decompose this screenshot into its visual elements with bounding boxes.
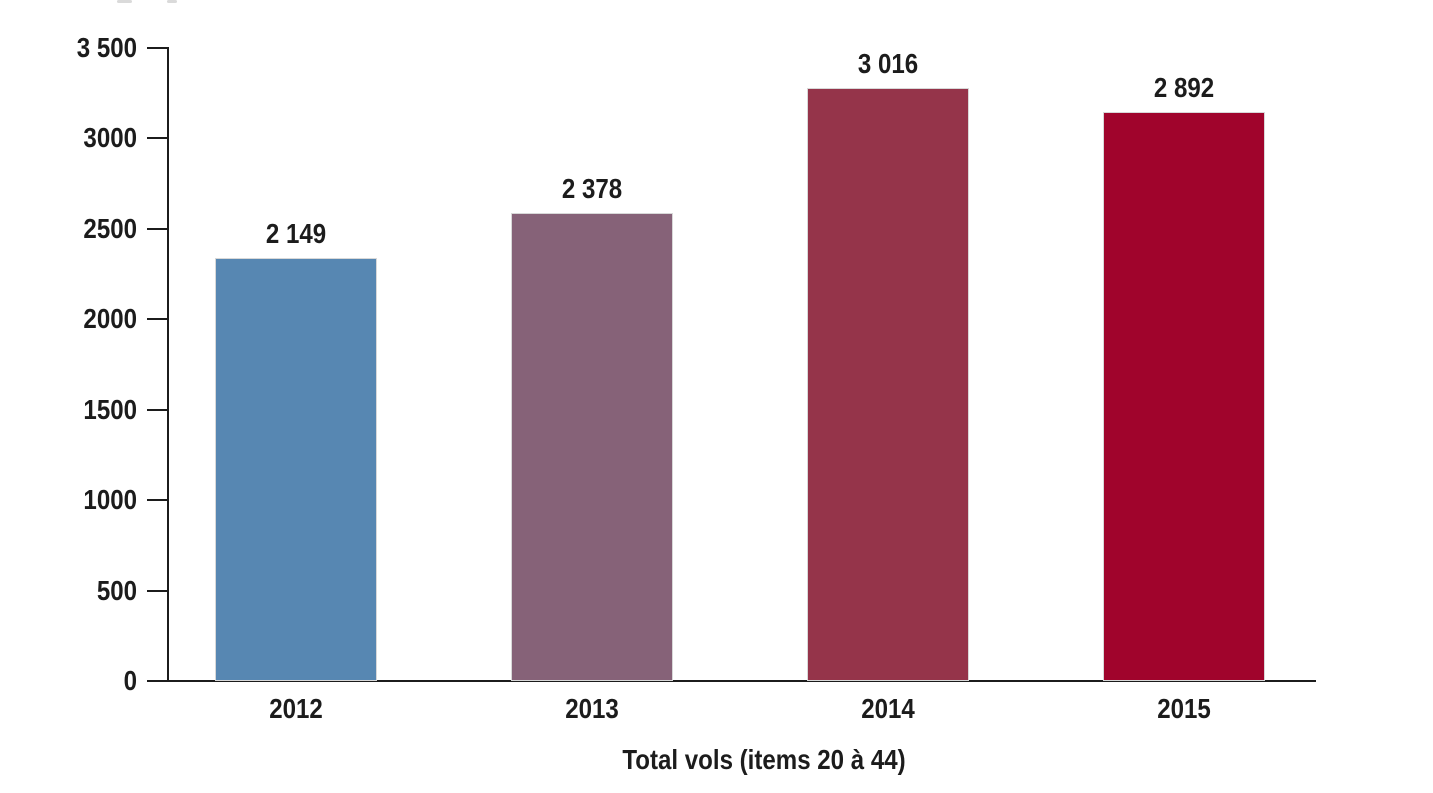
x-tick-label: 2012 — [269, 693, 323, 724]
x-axis-line — [147, 680, 1316, 682]
cropped-text-remnant — [167, 0, 177, 3]
y-tick-label: 0 — [123, 665, 137, 696]
y-tick-label: 2500 — [83, 212, 137, 244]
y-tick-mark — [147, 408, 168, 411]
y-tick-label: 2000 — [83, 303, 137, 335]
y-tick-label: 1500 — [83, 393, 137, 425]
bar-2013 — [511, 213, 673, 681]
cropped-text-remnant — [117, 0, 132, 3]
y-tick-label: 500 — [96, 574, 137, 606]
y-tick-label: 3 500 — [76, 32, 137, 63]
x-tick-label: 2014 — [861, 693, 915, 724]
y-tick-mark — [147, 680, 168, 682]
x-tick-label: 2015 — [1157, 693, 1211, 724]
y-tick-mark — [147, 47, 168, 49]
bar-value-label: 3 016 — [857, 47, 919, 79]
bar-2012 — [215, 258, 377, 681]
y-tick-label: 3000 — [83, 122, 137, 154]
y-tick-label: 1000 — [83, 484, 137, 516]
bar-2015 — [1103, 111, 1265, 681]
bar-2014 — [807, 87, 969, 681]
x-tick-label: 2013 — [565, 693, 619, 724]
bar-value-label: 2 149 — [265, 218, 327, 250]
bar-value-label: 2 378 — [561, 173, 623, 204]
x-axis-title: Total vols (items 20 à 44) — [622, 744, 906, 775]
y-tick-mark — [147, 318, 168, 321]
y-axis-line — [167, 47, 169, 682]
y-tick-mark — [147, 499, 168, 502]
bar-value-label: 2 892 — [1153, 71, 1215, 103]
y-tick-mark — [147, 589, 168, 592]
y-tick-mark — [147, 137, 168, 140]
y-tick-mark — [147, 227, 168, 230]
